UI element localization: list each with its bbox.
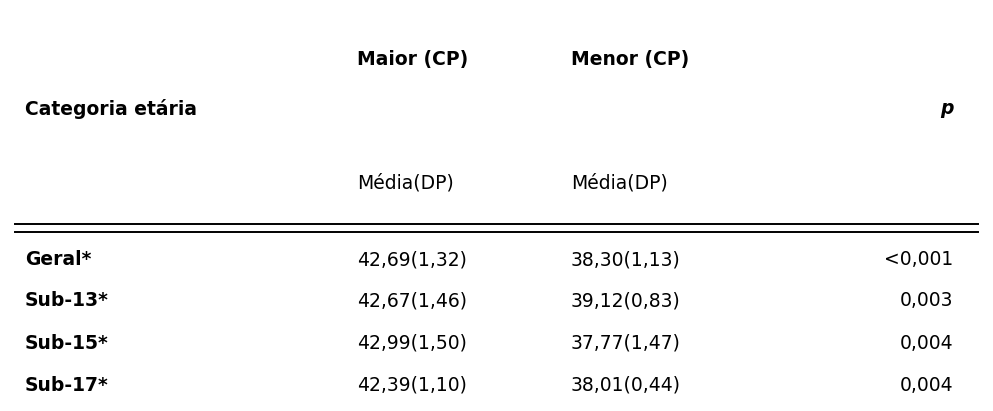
Text: Maior (CP): Maior (CP) (357, 50, 469, 69)
Text: Sub-13*: Sub-13* (25, 291, 108, 310)
Text: Média(DP): Média(DP) (357, 173, 454, 192)
Text: Categoria etária: Categoria etária (25, 99, 197, 119)
Text: 0,004: 0,004 (900, 376, 953, 395)
Text: 0,004: 0,004 (900, 334, 953, 353)
Text: 42,69(1,32): 42,69(1,32) (357, 250, 468, 269)
Text: 39,12(0,83): 39,12(0,83) (571, 291, 681, 310)
Text: 37,77(1,47): 37,77(1,47) (571, 334, 681, 353)
Text: <0,001: <0,001 (884, 250, 953, 269)
Text: Sub-15*: Sub-15* (25, 334, 108, 353)
Text: 42,67(1,46): 42,67(1,46) (357, 291, 468, 310)
Text: 42,39(1,10): 42,39(1,10) (357, 376, 468, 395)
Text: Média(DP): Média(DP) (571, 173, 667, 192)
Text: 38,01(0,44): 38,01(0,44) (571, 376, 681, 395)
Text: 42,99(1,50): 42,99(1,50) (357, 334, 468, 353)
Text: Geral*: Geral* (25, 250, 91, 269)
Text: Sub-17*: Sub-17* (25, 376, 108, 395)
Text: 38,30(1,13): 38,30(1,13) (571, 250, 681, 269)
Text: 0,003: 0,003 (900, 291, 953, 310)
Text: Menor (CP): Menor (CP) (571, 50, 689, 69)
Text: p: p (940, 99, 953, 118)
